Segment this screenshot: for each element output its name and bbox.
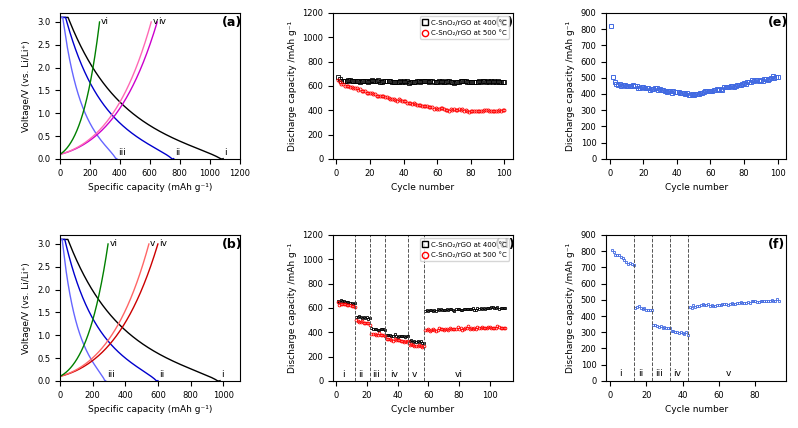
Text: (d): (d)	[495, 238, 516, 251]
Text: (c): (c)	[495, 16, 514, 29]
Legend: C-SnO₂/rGO at 400 °C, C-SnO₂/rGO at 500 °C: C-SnO₂/rGO at 400 °C, C-SnO₂/rGO at 500 …	[420, 238, 509, 261]
X-axis label: Cycle number: Cycle number	[665, 405, 728, 414]
Text: i: i	[619, 369, 622, 378]
Text: iv: iv	[390, 370, 398, 379]
X-axis label: Cycle number: Cycle number	[665, 183, 728, 192]
X-axis label: Specific capacity (mAh g⁻¹): Specific capacity (mAh g⁻¹)	[88, 405, 212, 414]
Y-axis label: Voltage/V (vs. Li/Li⁺): Voltage/V (vs. Li/Li⁺)	[22, 262, 31, 354]
X-axis label: Cycle number: Cycle number	[391, 183, 455, 192]
Y-axis label: Discharge capacity /mAh g⁻¹: Discharge capacity /mAh g⁻¹	[566, 21, 575, 151]
Text: v: v	[725, 369, 731, 378]
Text: iv: iv	[673, 369, 681, 378]
Text: ii: ii	[358, 370, 363, 379]
Text: (e): (e)	[768, 16, 788, 29]
Y-axis label: Voltage/V (vs. Li/Li⁺): Voltage/V (vs. Li/Li⁺)	[22, 40, 31, 132]
Text: ii: ii	[175, 148, 180, 157]
Text: v: v	[150, 240, 156, 249]
Text: (f): (f)	[768, 238, 785, 251]
Text: iii: iii	[655, 369, 663, 378]
Text: vi: vi	[101, 18, 109, 27]
X-axis label: Cycle number: Cycle number	[391, 405, 455, 414]
Text: ii: ii	[638, 369, 643, 378]
Y-axis label: Discharge capacity /mAh g⁻¹: Discharge capacity /mAh g⁻¹	[566, 243, 575, 373]
Text: ii: ii	[160, 370, 164, 379]
Text: vi: vi	[455, 370, 463, 379]
Text: (a): (a)	[222, 16, 242, 29]
Text: iii: iii	[118, 148, 126, 157]
Text: v: v	[152, 18, 158, 27]
Text: iii: iii	[107, 370, 115, 379]
Y-axis label: Discharge capacity /mAh g⁻¹: Discharge capacity /mAh g⁻¹	[288, 21, 297, 151]
Text: vi: vi	[109, 240, 117, 249]
Text: (b): (b)	[222, 238, 243, 251]
Text: v: v	[412, 370, 417, 379]
Text: iv: iv	[159, 18, 167, 27]
Text: iii: iii	[372, 370, 380, 379]
Text: i: i	[224, 148, 227, 157]
Y-axis label: Discharge capacity /mAh g⁻¹: Discharge capacity /mAh g⁻¹	[288, 243, 297, 373]
Legend: C-SnO₂/rGO at 400 °C, C-SnO₂/rGO at 500 °C: C-SnO₂/rGO at 400 °C, C-SnO₂/rGO at 500 …	[420, 16, 509, 39]
Text: i: i	[221, 370, 224, 379]
Text: i: i	[342, 370, 345, 379]
X-axis label: Specific capacity (mAh g⁻¹): Specific capacity (mAh g⁻¹)	[88, 183, 212, 192]
Text: iv: iv	[160, 240, 168, 249]
